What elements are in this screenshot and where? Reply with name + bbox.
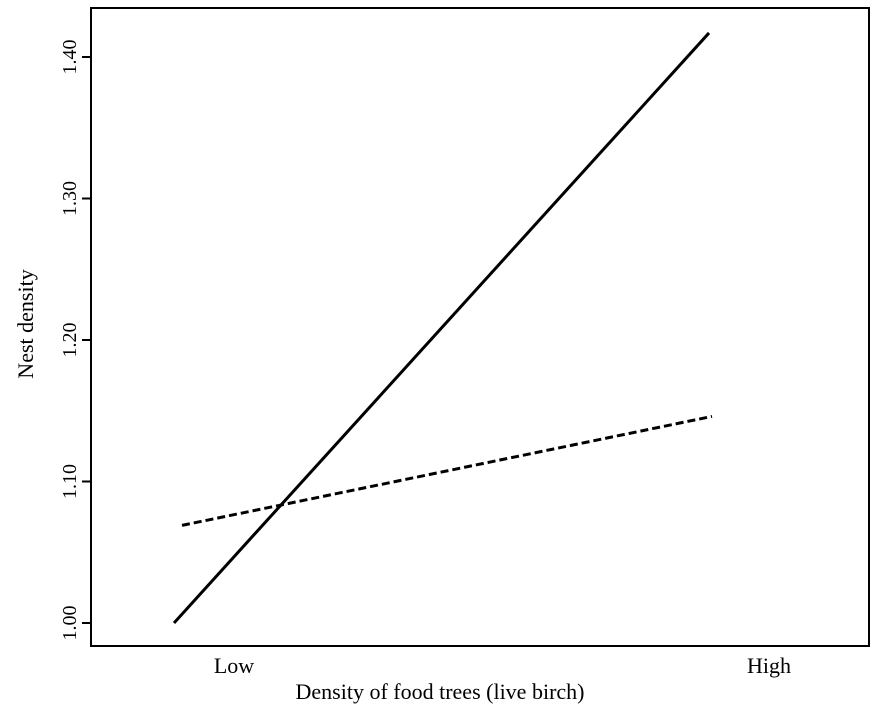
series-line-dashed xyxy=(181,414,713,527)
y-axis-label: Nest density xyxy=(13,269,38,378)
y-axis: 1.00 1.10 1.20 1.30 1.40 xyxy=(59,40,91,641)
y-tick-label: 1.20 xyxy=(59,323,81,358)
x-tick-label: High xyxy=(747,653,791,678)
y-tick-label: 1.10 xyxy=(59,464,81,499)
x-axis-label: Density of food trees (live birch) xyxy=(296,679,585,704)
x-tick-label: Low xyxy=(214,653,254,678)
y-tick-label: 1.00 xyxy=(59,606,81,641)
series-line-solid xyxy=(172,31,711,625)
series-layer xyxy=(172,31,713,625)
y-tick-label: 1.40 xyxy=(59,40,81,75)
x-axis: Low High xyxy=(214,653,791,678)
y-tick-label: 1.30 xyxy=(59,181,81,216)
plot-frame xyxy=(90,7,870,647)
